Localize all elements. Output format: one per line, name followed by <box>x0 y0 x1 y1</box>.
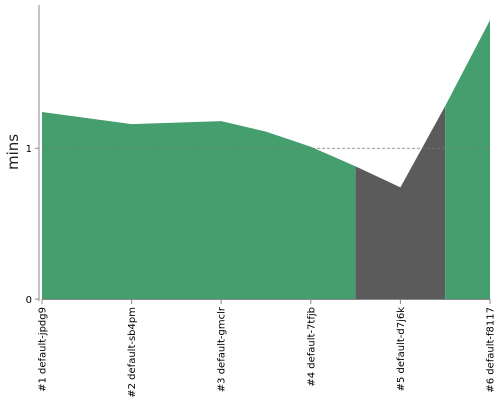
y-tick-label: 1 <box>26 144 32 155</box>
plot-areas <box>42 20 490 300</box>
y-tick-label: 0 <box>26 295 32 306</box>
x-tick-label: #4 default-7tfjb <box>306 307 317 387</box>
x-tick-label: #1 default-jpdg9 <box>38 307 49 392</box>
y-axis-label: mins <box>4 134 22 170</box>
x-tick-label: #6 default-f8117 <box>486 307 497 393</box>
x-tick-label: #2 default-sb4pm <box>127 307 138 398</box>
x-tick-label: #3 default-gmclr <box>217 306 228 392</box>
x-tick-label: #5 default-d7j6k <box>396 307 407 392</box>
x-axis: #1 default-jpdg9 #2 default-sb4pm #3 defau… <box>38 299 497 398</box>
area-segment <box>42 112 356 300</box>
y-ticks: 01 <box>26 144 39 306</box>
highlight-area-segment <box>355 106 446 299</box>
area-segment <box>445 20 490 299</box>
